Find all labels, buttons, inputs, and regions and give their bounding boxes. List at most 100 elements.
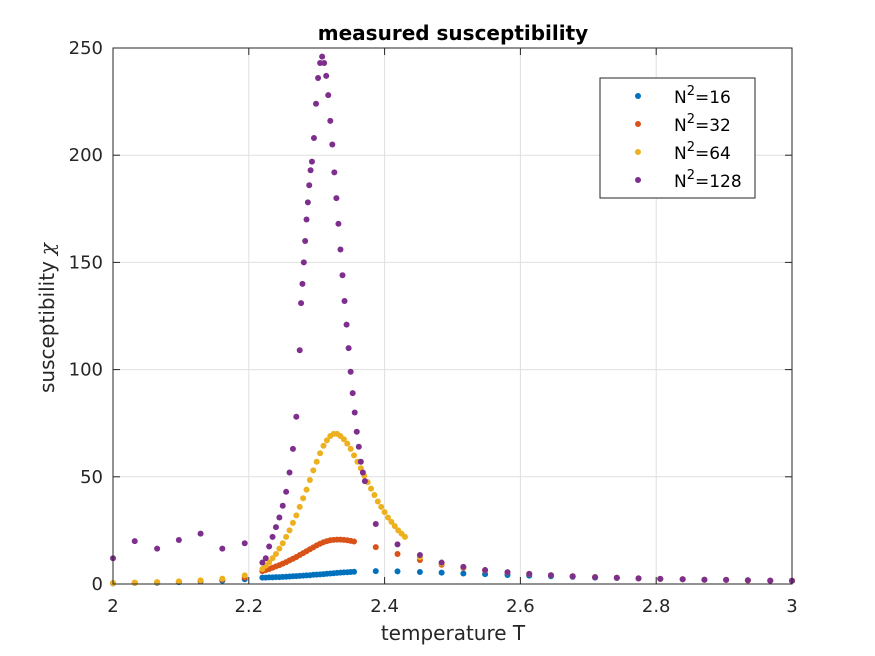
data-point (283, 533, 290, 540)
data-point (293, 512, 300, 519)
data-point (347, 368, 354, 375)
data-point (259, 559, 266, 566)
data-point (353, 428, 360, 435)
data-point (337, 246, 344, 253)
data-point (317, 450, 324, 457)
data-point (438, 569, 445, 576)
data-point (361, 478, 368, 485)
data-point (283, 488, 290, 495)
data-point (343, 321, 350, 328)
y-tick-label: 200 (69, 145, 103, 166)
data-point (381, 509, 388, 516)
data-point (175, 578, 182, 585)
legend-marker (635, 149, 641, 155)
data-point (303, 486, 310, 493)
data-point (241, 572, 248, 579)
data-point (701, 576, 708, 583)
data-point (391, 523, 398, 530)
data-point (293, 413, 300, 420)
data-point (319, 53, 326, 60)
data-point (308, 158, 315, 165)
data-point (286, 527, 293, 534)
data-point (266, 543, 273, 550)
data-point (394, 550, 401, 557)
data-point (416, 552, 423, 559)
data-point (276, 545, 283, 552)
data-points (110, 53, 795, 587)
data-point (327, 117, 334, 124)
data-point (307, 167, 314, 174)
data-point (679, 576, 686, 583)
y-tick-label: 50 (80, 467, 103, 488)
data-point (723, 576, 730, 583)
data-point (569, 573, 576, 580)
data-point (241, 540, 248, 547)
data-point (359, 469, 366, 476)
data-point (321, 60, 328, 67)
data-point (302, 237, 309, 244)
data-point (341, 297, 348, 304)
legend: N2=16 N2=32 N2=64 N2=128 (599, 77, 756, 199)
y-axis-label-symbol: χ (35, 241, 59, 257)
data-point (320, 442, 327, 449)
y-tick-label: 0 (92, 574, 103, 595)
legend-label: N2=128 (674, 168, 742, 192)
data-point (269, 555, 276, 562)
data-point (460, 563, 467, 570)
data-point (299, 280, 306, 287)
data-point (219, 545, 226, 552)
data-point (323, 72, 330, 79)
data-point (657, 575, 664, 582)
series-4 (110, 53, 795, 584)
legend-marker (635, 177, 641, 183)
data-point (340, 436, 347, 443)
data-point (460, 570, 467, 577)
data-point (175, 537, 182, 544)
data-point (272, 550, 279, 557)
data-point (349, 390, 356, 397)
data-point (351, 409, 358, 416)
data-point (394, 541, 401, 548)
data-point (504, 569, 511, 576)
data-point (262, 555, 269, 562)
x-tick-label: 2.6 (506, 596, 535, 617)
data-point (296, 347, 303, 354)
data-point (325, 92, 332, 99)
data-point (197, 577, 204, 584)
data-point (310, 467, 317, 474)
data-point (266, 559, 273, 566)
data-point (339, 272, 346, 279)
data-point (384, 514, 391, 521)
data-point (306, 182, 313, 189)
data-point (335, 220, 342, 227)
data-point (592, 574, 599, 581)
data-point (269, 533, 276, 540)
data-point (276, 514, 283, 521)
data-point (438, 559, 445, 566)
data-point (296, 503, 303, 510)
y-axis-label-text: susceptibility (35, 261, 59, 393)
data-point (289, 519, 296, 526)
data-point (279, 540, 286, 547)
y-axis-label: susceptibility χ (35, 241, 59, 393)
data-point (333, 195, 340, 202)
data-point (289, 445, 296, 452)
data-point (300, 495, 307, 502)
data-point (547, 572, 554, 579)
data-point (372, 568, 379, 575)
legend-marker (635, 93, 641, 99)
data-point (154, 545, 161, 552)
data-point (482, 567, 489, 574)
data-point (357, 458, 364, 465)
data-point (304, 199, 311, 206)
data-point (374, 498, 381, 505)
legend-box (599, 77, 756, 199)
x-tick-label: 2.8 (642, 596, 671, 617)
data-point (351, 452, 358, 459)
data-point (635, 575, 642, 582)
data-point (378, 503, 385, 510)
legend-marker (635, 121, 641, 127)
legend-label: N2=32 (674, 112, 731, 136)
x-axis-label: temperature T (381, 621, 526, 645)
